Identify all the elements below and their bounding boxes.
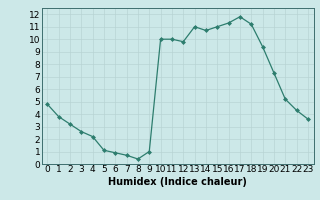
X-axis label: Humidex (Indice chaleur): Humidex (Indice chaleur) <box>108 177 247 187</box>
